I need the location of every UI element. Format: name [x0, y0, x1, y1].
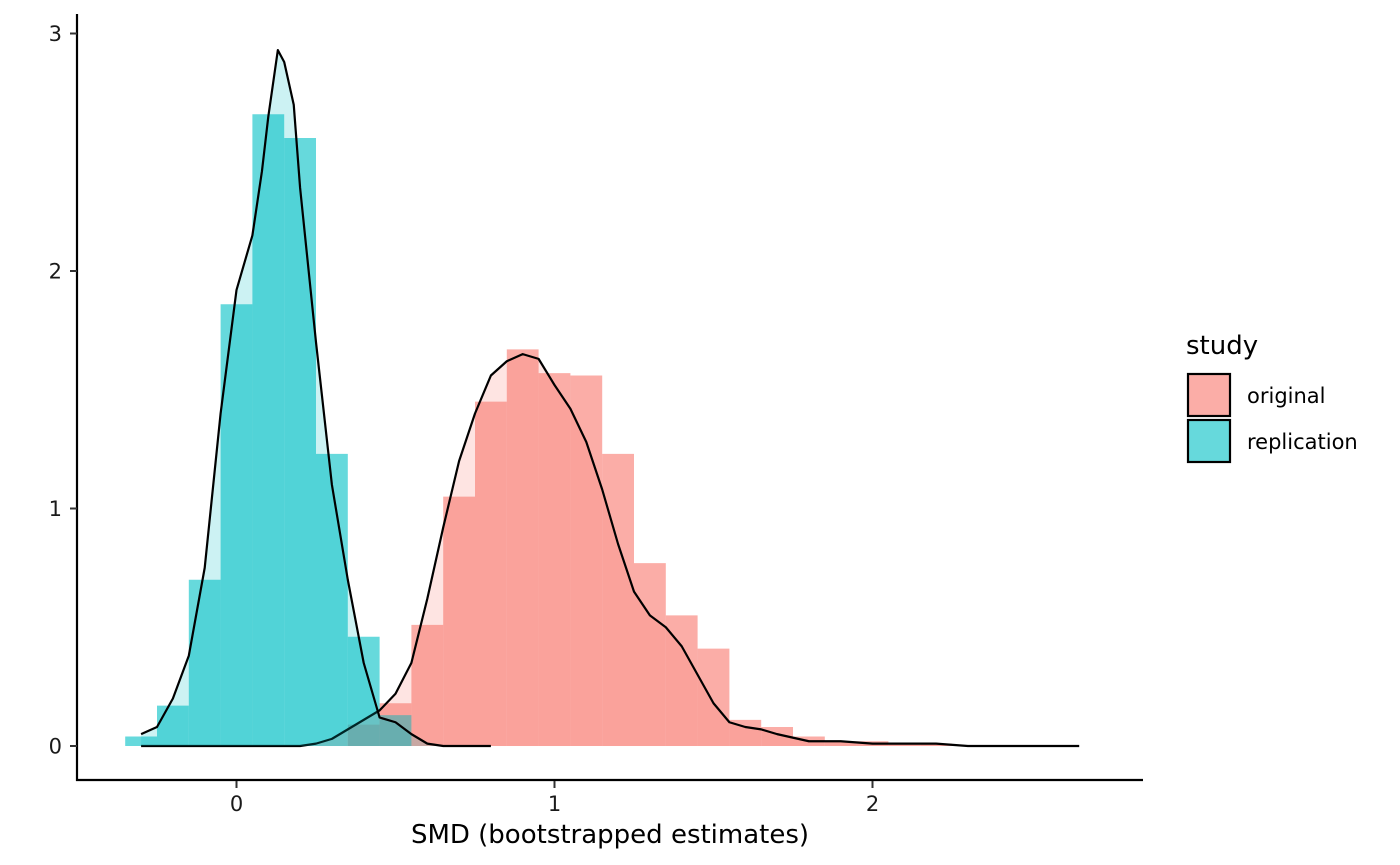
y-tick-label: 2 [49, 260, 62, 284]
y-tick-label: 1 [49, 497, 62, 521]
axes: 0 1 2 0 1 2 3 [49, 14, 1143, 816]
histogram-bar-replication [316, 453, 348, 747]
histogram-bar-replication [157, 705, 189, 747]
histogram-bar-original [697, 648, 730, 747]
density-fill-replication [141, 50, 491, 746]
legend-key-replication [1186, 418, 1232, 464]
histogram-bar-original [634, 563, 666, 747]
x-axis-title: SMD (bootstrapped estimates) [411, 820, 809, 850]
histogram-bar-original [538, 373, 571, 747]
histogram-bar-replication [284, 138, 316, 746]
histogram-bar-original [443, 496, 475, 747]
density-curve-original [141, 353, 1080, 748]
legend-key-original [1186, 372, 1232, 418]
histogram-bar-replication [188, 579, 221, 746]
histogram-bar-original [506, 349, 539, 747]
x-tick-label: 2 [866, 792, 879, 816]
density-fill-original [141, 354, 1080, 746]
density-curve-replication [140, 49, 491, 748]
histogram-original [347, 349, 952, 747]
histogram-bar-original [475, 401, 507, 747]
legend-label-replication: replication [1247, 430, 1358, 454]
histogram-bar-original [602, 453, 634, 747]
histogram-bar-original [824, 741, 857, 746]
histogram-bar-replication [252, 114, 285, 746]
y-tick-label: 3 [49, 22, 62, 46]
histogram-bar-original [665, 615, 698, 747]
x-tick-label: 1 [548, 792, 561, 816]
histogram-bar-original [888, 743, 921, 747]
legend: study original replication [1186, 331, 1358, 464]
x-tick-label: 0 [230, 792, 243, 816]
legend-title: study [1186, 331, 1258, 361]
histogram-bar-replication [125, 736, 157, 746]
legend-label-original: original [1247, 384, 1326, 408]
plot-panel [125, 49, 1080, 748]
y-tick-label: 0 [49, 735, 62, 759]
histogram-bar-original [570, 375, 603, 746]
histogram-bar-original [920, 743, 952, 747]
histogram-bar-replication [347, 636, 380, 746]
